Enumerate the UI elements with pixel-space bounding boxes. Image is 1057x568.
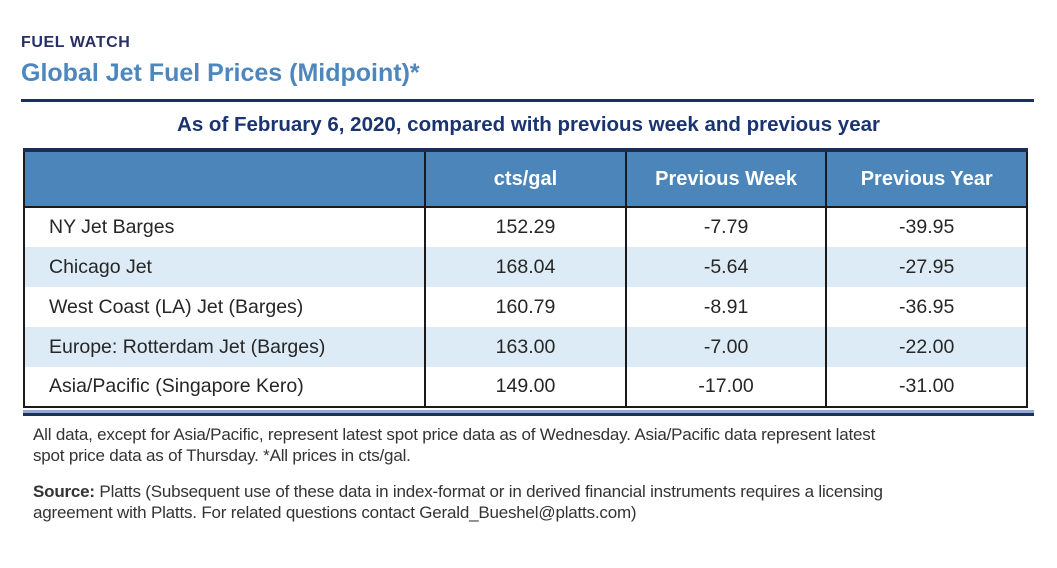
column-header-cts-gal: cts/gal [424,150,626,208]
row-value-cts-gal: 168.04 [424,247,626,287]
row-value-prev-year: -22.00 [825,327,1027,367]
table-header: cts/gal Previous Week Previous Year [24,150,1027,208]
row-value-cts-gal: 152.29 [424,207,626,247]
table-subtitle: As of February 6, 2020, compared with pr… [177,113,880,136]
column-header-empty [24,150,426,208]
row-value-prev-week: -7.79 [624,207,827,247]
table-row: NY Jet Barges 152.29 -7.79 -39.95 [24,207,1027,247]
row-label: Europe: Rotterdam Jet (Barges) [49,335,326,358]
row-label: NY Jet Barges [49,216,175,238]
row-value-prev-year: -27.95 [825,247,1027,287]
row-value-prev-year: -39.95 [825,207,1027,247]
table-row: Chicago Jet 168.04 -5.64 -27.95 [24,247,1027,287]
table-bottom-band [23,410,1034,416]
row-value-prev-week: -5.64 [624,247,827,287]
row-label: Asia/Pacific (Singapore Kero) [49,375,304,397]
table-row: Asia/Pacific (Singapore Kero) 149.00 -17.0… [24,367,1027,407]
eyebrow-fuel-watch: FUEL WATCH [21,34,131,51]
row-value-prev-year: -36.95 [825,287,1027,327]
table-row: Europe: Rotterdam Jet (Barges) 163.00 -7.0… [24,327,1027,367]
source-label: Source: [33,482,95,502]
source-body: Platts (Subsequent use of these data in … [33,482,883,523]
footnote-text: All data, except for Asia/Pacific, repre… [33,425,876,465]
row-value-prev-year: -31.00 [825,367,1027,407]
row-label: West Coast (LA) Jet (Barges) [49,295,304,318]
column-header-previous-week: Previous Week [624,150,827,208]
row-value-cts-gal: 149.00 [424,367,626,407]
title-divider-rule [21,99,1034,102]
row-value-prev-week: -17.00 [624,367,827,407]
row-label: Chicago Jet [49,255,152,278]
row-value-prev-week: -7.00 [624,327,827,367]
row-value-cts-gal: 163.00 [424,327,626,367]
row-value-cts-gal: 160.79 [424,287,626,327]
jet-fuel-prices-table: cts/gal Previous Week Previous Year NY J… [23,148,1028,408]
source-text: Source: Platts (Subsequent use of these … [33,482,1023,523]
table-row: West Coast (LA) Jet (Barges) 160.79 -8.91-… [24,287,1027,327]
table-body: NY Jet Barges 152.29 -7.79 -39.95 Chicago Je… [24,207,1027,407]
page-title: Global Jet Fuel Prices (Midpoint)* [21,59,420,87]
table-header-row: cts/gal Previous Week Previous Year [24,150,1027,208]
column-header-previous-year: Previous Year [825,150,1027,208]
row-value-prev-week: -8.91 [624,287,827,327]
